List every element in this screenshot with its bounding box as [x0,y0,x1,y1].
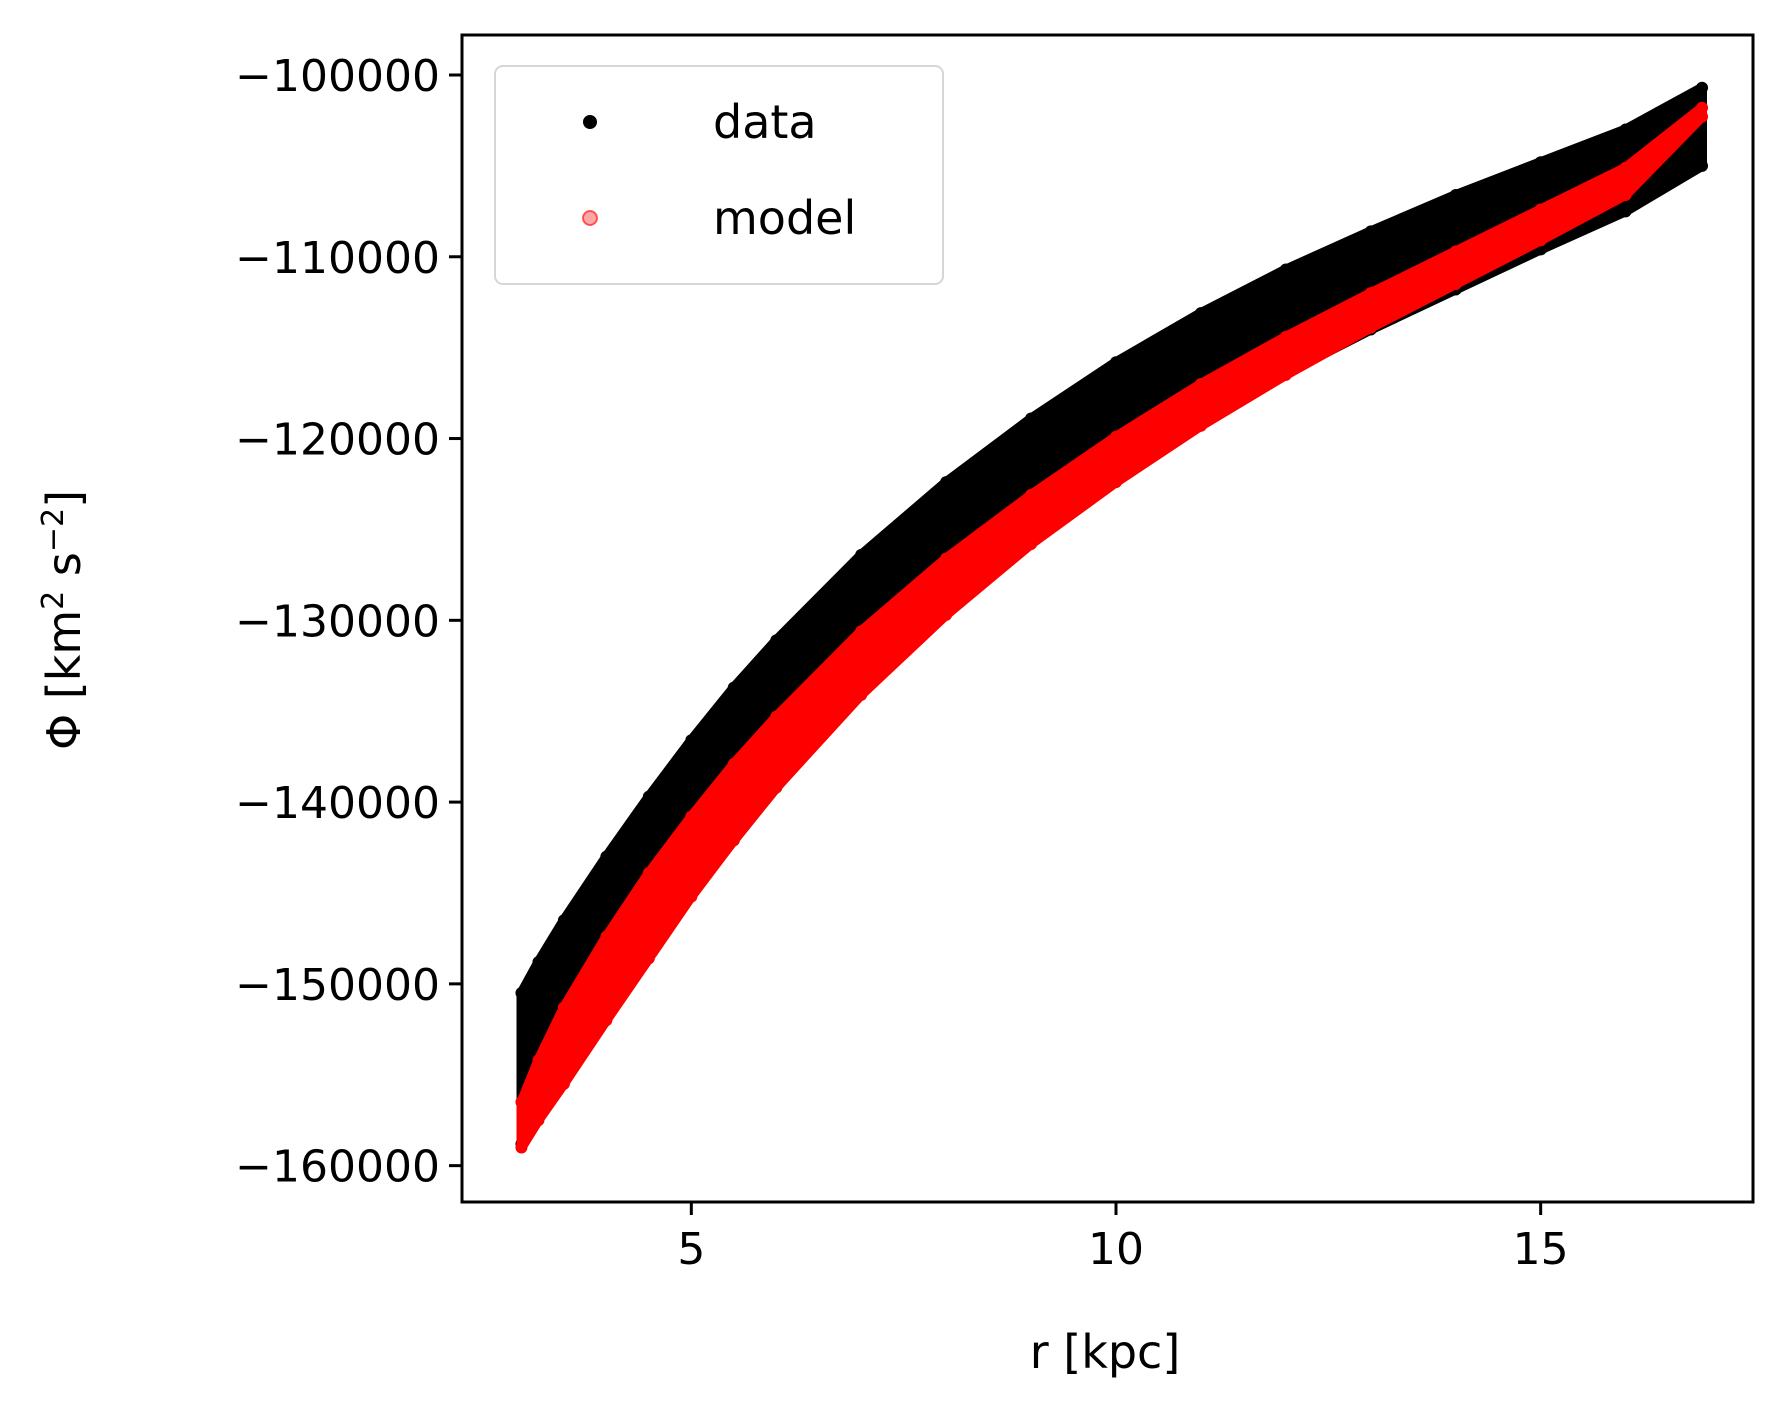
data-point [685,734,698,747]
model-point [1109,430,1122,443]
model-point [1194,419,1207,432]
model-point [1619,188,1632,201]
model-point [1364,321,1377,334]
model-point [515,1096,528,1109]
data-point [1449,188,1462,201]
plot-frame [460,33,1755,1204]
model-point [770,710,783,723]
model-point [1025,537,1038,550]
plot-area [515,81,1709,1154]
model-point [1534,203,1547,216]
model-point [1364,287,1377,300]
y-tick-label: −150000 [235,960,440,1011]
model-point [685,810,698,823]
model-point [532,1114,545,1127]
y-tick-label: −130000 [235,596,440,647]
legend-box [494,65,944,285]
model-point [1025,488,1038,501]
series-model [515,101,1709,1154]
model-point [940,608,953,621]
model-point [1619,161,1632,174]
model-point [557,1077,570,1090]
model-point [727,757,740,770]
model-point [855,688,868,701]
x-tick-label: 15 [1513,1224,1569,1275]
model-point [855,625,868,638]
data-point [770,634,783,647]
model-point [1279,330,1292,343]
model-point [1696,101,1709,114]
model-point [532,1054,545,1067]
data-point [1194,307,1207,320]
legend-label-model: model [713,191,856,245]
x-tick-label: 5 [677,1224,705,1275]
data-point [532,956,545,969]
model-point [600,930,613,943]
model-point [600,1014,613,1027]
x-tick-label: 10 [1088,1224,1144,1275]
data-point [855,548,868,561]
legend-marker-data [583,115,597,129]
data-point [1619,205,1632,218]
model-point [727,834,740,847]
model-point [940,552,953,565]
model-point [515,1141,528,1154]
data-point [1279,263,1292,276]
data-point [1619,123,1632,136]
y-tick-label: −140000 [235,778,440,829]
data-point [515,986,528,999]
legend: data model [494,65,944,285]
data-point [940,476,953,489]
model-point [1279,368,1292,381]
model-point [685,890,698,903]
model-point [1449,278,1462,291]
model-point [1696,110,1709,123]
data-point [600,850,613,863]
data-point [1534,156,1547,169]
data-point [1696,159,1709,172]
model-point [642,952,655,965]
data-point [642,790,655,803]
x-axis-label: r [kpc] [1030,1325,1181,1379]
legend-marker-model [582,210,598,226]
model-point [770,781,783,794]
model-point [1534,234,1547,247]
data-point [1025,412,1038,425]
model-point [642,866,655,879]
model-point [1194,378,1207,391]
data-point [1364,225,1377,238]
model-point [557,1001,570,1014]
model-point [1449,245,1462,258]
y-axis-label: Φ [km2 s−2] [36,490,92,750]
data-point [727,681,740,694]
y-tick-label: −120000 [235,415,440,466]
axes: 5 10 15 −160000 −150000 −140000 −130000 −120000… [235,33,1755,1275]
y-tick-label: −110000 [235,233,440,284]
legend-label-data: data [713,95,817,149]
y-tick-label: −160000 [235,1142,440,1193]
data-point [1109,356,1122,369]
y-tick-label: −100000 [235,51,440,102]
data-point [1696,81,1709,94]
data-point [557,914,570,927]
model-point [1109,476,1122,489]
